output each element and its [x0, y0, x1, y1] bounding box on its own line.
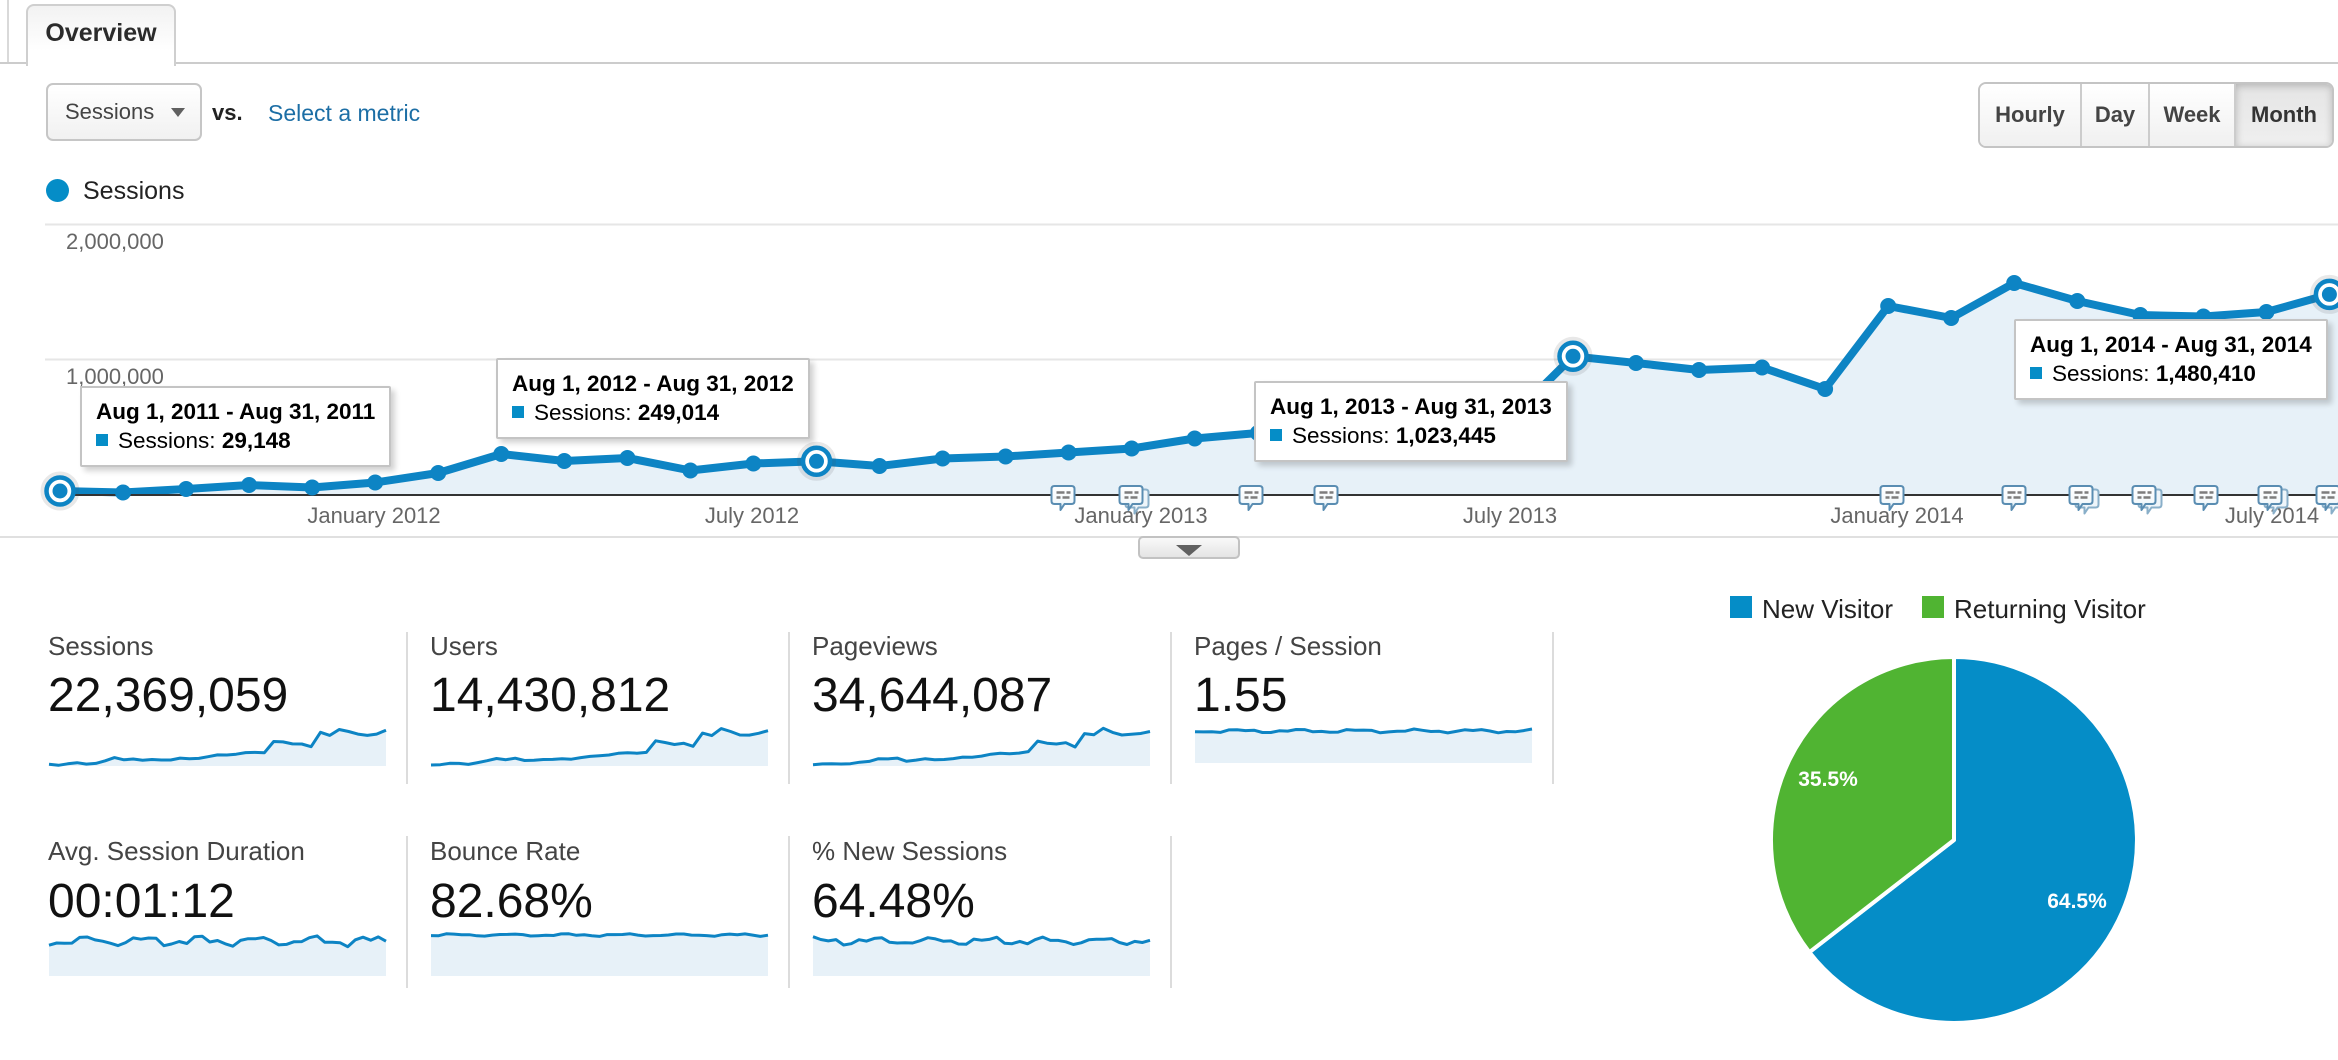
svg-text:2,000,000: 2,000,000 — [66, 229, 164, 254]
svg-text:January 2014: January 2014 — [1830, 503, 1963, 528]
svg-text:July 2012: July 2012 — [705, 503, 799, 528]
svg-text:35.5%: 35.5% — [1798, 768, 1858, 791]
svg-text:64.5%: 64.5% — [2047, 890, 2107, 913]
svg-text:January 2012: January 2012 — [307, 503, 440, 528]
svg-text:1,000,000: 1,000,000 — [66, 364, 164, 389]
svg-text:July 2013: July 2013 — [1463, 503, 1557, 528]
